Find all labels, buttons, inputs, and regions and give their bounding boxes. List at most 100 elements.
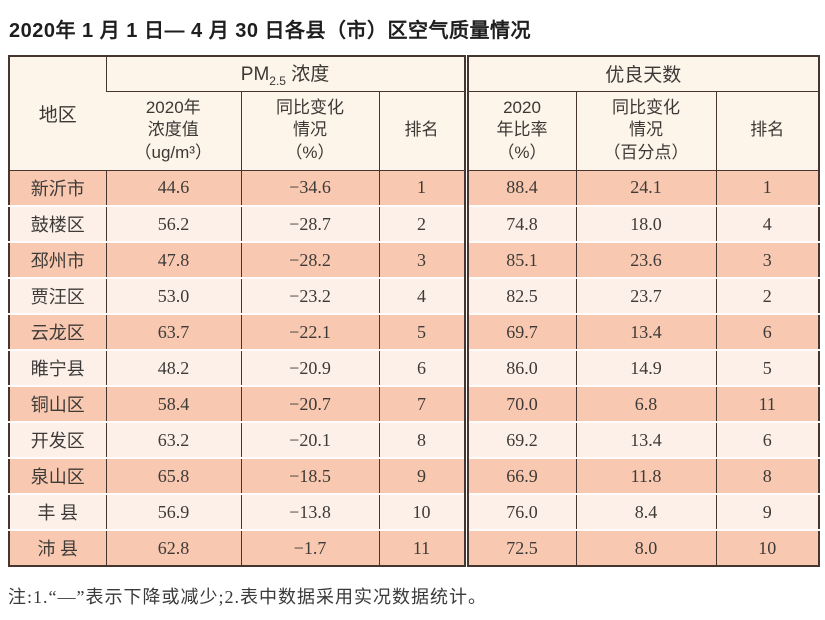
cell-good-change: 18.0 [575,205,716,242]
header-good-rate: 2020 年比率 （%） [463,91,576,171]
cell-pm25-value: 53.0 [105,277,241,314]
cell-good-rank: 2 [715,277,819,314]
cell-pm25-change: −13.8 [240,493,379,530]
cell-pm25-rank: 6 [378,349,466,386]
cell-good-change: 6.8 [575,385,716,422]
cell-good-rate: 82.5 [463,277,576,314]
header-pm25-change: 同比变化 情况 （%） [240,91,379,171]
pm25-label-base: PM [240,64,270,86]
header-region: 地区 [9,56,106,171]
cell-pm25-rank: 5 [378,313,466,350]
cell-good-rank: 4 [715,205,819,242]
cell-good-rate: 76.0 [463,493,576,530]
cell-pm25-change: −22.1 [240,313,379,350]
header-group-pm25: PM2.5 浓度 [105,56,466,92]
cell-good-change: 13.4 [575,313,716,350]
header-group-row: 地区 PM2.5 浓度 优良天数 [9,56,819,171]
table-body: 新沂市 44.6 −34.6 1 88.4 24.1 1 鼓楼区 56.2 −28.7 2 74.8 1… [9,170,819,566]
cell-pm25-rank: 9 [378,457,466,494]
cell-pm25-rank: 2 [378,205,466,242]
header-pm25-value: 2020年 浓度值 （ug/m³） [106,91,241,171]
cell-good-rate: 69.2 [463,421,576,458]
cell-good-change: 14.9 [575,349,716,386]
table-row: 丰 县 56.9 −13.8 10 76.0 8.4 9 [9,493,819,530]
header-good-change: 同比变化 情况 （百分点） [575,91,716,171]
cell-region: 贾汪区 [9,277,106,314]
cell-good-change: 8.0 [575,529,716,566]
cell-pm25-value: 63.7 [105,313,241,350]
cell-good-change: 23.6 [575,241,716,278]
cell-good-rank: 9 [715,493,819,530]
cell-good-rate: 74.8 [463,205,576,242]
cell-good-change: 24.1 [575,170,716,206]
table-row: 新沂市 44.6 −34.6 1 88.4 24.1 1 [9,170,819,206]
pm25-label-rest: 浓度 [285,64,330,86]
table-header: 地区 PM2.5 浓度 优良天数 2020年 浓度值 （ug/m³） 同比变化 … [9,56,819,171]
cell-pm25-rank: 3 [378,241,466,278]
cell-pm25-rank: 11 [378,529,466,566]
cell-good-change: 8.4 [575,493,716,530]
cell-good-rate: 85.1 [463,241,576,278]
table-row: 沛 县 62.8 −1.7 11 72.5 8.0 10 [9,529,819,566]
header-sub-row: 2020年 浓度值 （ug/m³） 同比变化 情况 （%） 排名 2020 年比… [9,91,819,171]
header-group-good-days: 优良天数 [463,56,819,92]
cell-region: 泉山区 [9,457,106,494]
cell-good-change: 11.8 [575,457,716,494]
table-row: 邳州市 47.8 −28.2 3 85.1 23.6 3 [9,241,819,278]
header-pm25-rank: 排名 [378,91,466,171]
cell-good-rank: 8 [715,457,819,494]
table-row: 开发区 63.2 −20.1 8 69.2 13.4 6 [9,421,819,458]
cell-good-change: 13.4 [575,421,716,458]
cell-good-rate: 88.4 [463,170,576,206]
table-row: 睢宁县 48.2 −20.9 6 86.0 14.9 5 [9,349,819,386]
cell-pm25-value: 58.4 [105,385,241,422]
cell-pm25-change: −20.1 [240,421,379,458]
cell-pm25-rank: 8 [378,421,466,458]
cell-good-rank: 6 [715,421,819,458]
cell-good-rank: 1 [715,170,819,206]
cell-pm25-rank: 4 [378,277,466,314]
cell-pm25-change: −20.7 [240,385,379,422]
cell-good-rate: 86.0 [463,349,576,386]
cell-region: 丰 县 [9,493,106,530]
cell-region: 云龙区 [9,313,106,350]
pm25-label-subscript: 2.5 [269,74,286,89]
cell-good-rate: 69.7 [463,313,576,350]
cell-good-rank: 3 [715,241,819,278]
cell-pm25-value: 63.2 [105,421,241,458]
table-row: 贾汪区 53.0 −23.2 4 82.5 23.7 2 [9,277,819,314]
page-title: 2020年 1 月 1 日— 4 月 30 日各县（市）区空气质量情况 [9,20,532,42]
cell-good-rank: 6 [715,313,819,350]
table-row: 鼓楼区 56.2 −28.7 2 74.8 18.0 4 [9,205,819,242]
cell-good-rank: 10 [715,529,819,566]
header-good-rank: 排名 [715,91,819,171]
cell-pm25-value: 56.2 [105,205,241,242]
cell-good-rank: 5 [715,349,819,386]
cell-pm25-change: −18.5 [240,457,379,494]
cell-good-change: 23.7 [575,277,716,314]
cell-pm25-value: 48.2 [105,349,241,386]
cell-pm25-change: −34.6 [240,170,379,206]
cell-pm25-rank: 1 [378,170,466,206]
cell-pm25-value: 47.8 [105,241,241,278]
cell-pm25-value: 65.8 [105,457,241,494]
footnote: 注:1.“—”表示下降或减少;2.表中数据采用实况数据统计。 [8,587,487,607]
cell-region: 开发区 [9,421,106,458]
cell-good-rate: 72.5 [463,529,576,566]
cell-pm25-change: −28.7 [240,205,379,242]
cell-region: 新沂市 [9,170,106,206]
cell-pm25-value: 56.9 [105,493,241,530]
cell-pm25-change: −1.7 [240,529,379,566]
cell-region: 沛 县 [9,529,106,566]
cell-pm25-rank: 10 [378,493,466,530]
cell-region: 邳州市 [9,241,106,278]
table-row: 泉山区 65.8 −18.5 9 66.9 11.8 8 [9,457,819,494]
cell-pm25-value: 62.8 [105,529,241,566]
cell-region: 睢宁县 [9,349,106,386]
cell-pm25-value: 44.6 [105,170,241,206]
cell-good-rate: 70.0 [463,385,576,422]
cell-pm25-rank: 7 [378,385,466,422]
cell-pm25-change: −20.9 [240,349,379,386]
cell-pm25-change: −23.2 [240,277,379,314]
